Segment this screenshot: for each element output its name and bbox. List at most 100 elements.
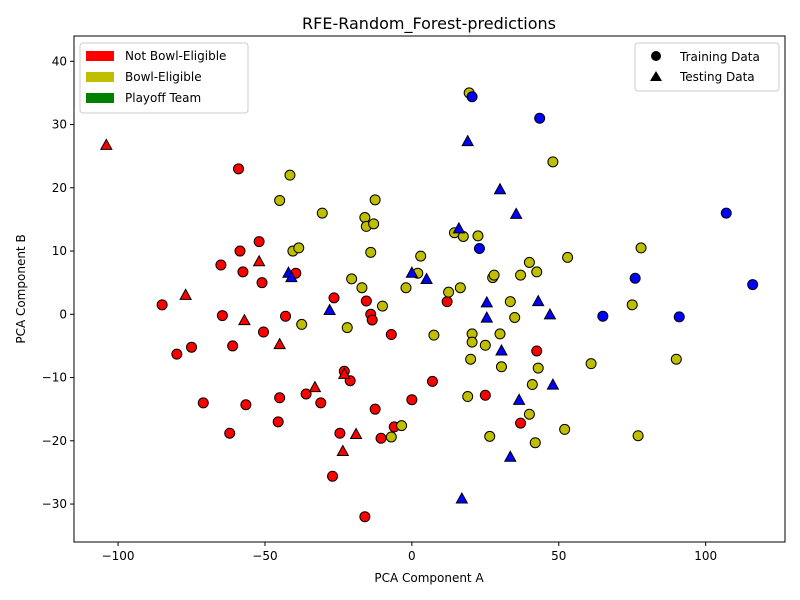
legend-classes: Not Bowl-Eligible Bowl-Eligible Playoff … bbox=[79, 42, 249, 114]
point-bowl-eligible-circle bbox=[462, 391, 474, 403]
y-tick-label: −30 bbox=[42, 497, 67, 511]
point-not-bowl-eligible-circle bbox=[227, 340, 239, 352]
point-bowl-eligible-circle bbox=[523, 408, 535, 420]
point-playoff-team-triangle bbox=[455, 491, 469, 504]
y-tick-label: −20 bbox=[42, 434, 67, 448]
point-not-bowl-eligible-circle bbox=[334, 427, 346, 439]
point-bowl-eligible-circle bbox=[368, 218, 380, 230]
point-bowl-eligible-circle bbox=[472, 230, 484, 242]
plot-area bbox=[74, 36, 785, 542]
point-not-bowl-eligible-circle bbox=[328, 292, 340, 304]
point-playoff-team-triangle bbox=[493, 182, 507, 195]
point-not-bowl-eligible-circle bbox=[366, 314, 378, 326]
point-bowl-eligible-circle bbox=[385, 431, 397, 443]
point-not-bowl-eligible-circle bbox=[315, 397, 327, 409]
point-bowl-eligible-circle bbox=[670, 353, 682, 365]
point-not-bowl-eligible-circle bbox=[359, 511, 371, 523]
point-not-bowl-eligible-circle bbox=[253, 236, 265, 248]
point-bowl-eligible-circle bbox=[296, 318, 308, 330]
point-bowl-eligible-circle bbox=[495, 361, 507, 373]
point-bowl-eligible-circle bbox=[284, 169, 296, 181]
point-not-bowl-eligible-circle bbox=[256, 277, 268, 289]
point-not-bowl-eligible-circle bbox=[233, 163, 245, 175]
point-bowl-eligible-circle bbox=[346, 273, 358, 285]
point-bowl-eligible-circle bbox=[559, 423, 571, 435]
point-bowl-eligible-circle bbox=[359, 212, 371, 224]
legend-label-not-bowl-eligible: Not Bowl-Eligible bbox=[125, 49, 226, 63]
point-not-bowl-eligible-circle bbox=[237, 266, 249, 278]
point-bowl-eligible-circle bbox=[523, 256, 535, 268]
point-not-bowl-eligible-circle bbox=[156, 299, 168, 311]
point-playoff-team-triangle bbox=[512, 393, 526, 405]
point-playoff-team-circle bbox=[466, 91, 478, 103]
point-not-bowl-eligible-triangle bbox=[179, 288, 192, 300]
point-not-bowl-eligible-circle bbox=[300, 388, 312, 400]
point-bowl-eligible-circle bbox=[562, 251, 574, 263]
legend-label-testing: Testing Data bbox=[679, 70, 755, 84]
y-axis-label: PCA Component B bbox=[14, 234, 28, 343]
point-bowl-eligible-circle bbox=[509, 311, 521, 323]
point-bowl-eligible-circle bbox=[466, 336, 478, 348]
point-not-bowl-eligible-circle bbox=[426, 375, 438, 387]
point-bowl-eligible-circle bbox=[274, 194, 286, 206]
point-not-bowl-eligible-circle bbox=[280, 310, 292, 322]
point-bowl-eligible-circle bbox=[365, 246, 377, 258]
legend-markers: Training Data Testing Data bbox=[634, 42, 780, 92]
legend-swatch-playoff-team bbox=[86, 93, 114, 103]
y-tick-label: −10 bbox=[42, 371, 67, 385]
point-bowl-eligible-circle bbox=[585, 358, 597, 370]
point-not-bowl-eligible-circle bbox=[531, 345, 543, 357]
point-bowl-eligible-circle bbox=[504, 296, 516, 308]
point-not-bowl-eligible-circle bbox=[327, 470, 339, 482]
point-not-bowl-eligible-circle bbox=[234, 245, 246, 257]
point-playoff-team-triangle bbox=[323, 303, 336, 316]
point-bowl-eligible-circle bbox=[369, 194, 381, 206]
y-tick-label: 10 bbox=[52, 244, 67, 258]
point-not-bowl-eligible-circle bbox=[197, 397, 209, 409]
legend-swatch-bowl-eligible bbox=[86, 72, 114, 82]
y-tick-label: 30 bbox=[52, 118, 67, 132]
legend-label-training: Training Data bbox=[679, 50, 760, 64]
point-playoff-team-triangle bbox=[480, 311, 494, 323]
point-not-bowl-eligible-circle bbox=[441, 296, 453, 308]
point-not-bowl-eligible-triangle bbox=[99, 138, 113, 150]
point-not-bowl-eligible-triangle bbox=[308, 380, 322, 393]
data-points bbox=[99, 87, 759, 523]
point-not-bowl-eligible-triangle bbox=[336, 444, 350, 457]
point-bowl-eligible-circle bbox=[635, 242, 647, 254]
point-bowl-eligible-circle bbox=[356, 282, 368, 294]
point-bowl-eligible-circle bbox=[479, 339, 491, 351]
point-bowl-eligible-circle bbox=[465, 353, 477, 365]
point-not-bowl-eligible-triangle bbox=[273, 337, 287, 350]
point-bowl-eligible-circle bbox=[341, 322, 353, 334]
plot-frame bbox=[73, 35, 786, 543]
x-tick-label: −100 bbox=[102, 549, 135, 563]
point-bowl-eligible-circle bbox=[626, 299, 638, 311]
point-not-bowl-eligible-circle bbox=[186, 341, 198, 353]
point-playoff-team-triangle bbox=[509, 207, 523, 219]
x-tick-label: 0 bbox=[408, 549, 416, 563]
point-bowl-eligible-circle bbox=[396, 420, 408, 432]
point-playoff-team-circle bbox=[747, 279, 759, 291]
point-bowl-eligible-circle bbox=[484, 430, 496, 442]
chart-title: RFE-Random_Forest-predictions bbox=[302, 14, 556, 34]
point-not-bowl-eligible-circle bbox=[515, 417, 527, 429]
point-playoff-team-triangle bbox=[531, 294, 545, 307]
x-tick-label: 100 bbox=[694, 549, 717, 563]
point-playoff-team-triangle bbox=[480, 295, 494, 308]
point-playoff-team-triangle bbox=[546, 378, 560, 390]
point-not-bowl-eligible-circle bbox=[274, 392, 286, 404]
point-playoff-team-triangle bbox=[285, 270, 298, 283]
point-playoff-team-circle bbox=[629, 272, 641, 284]
point-playoff-team-triangle bbox=[420, 272, 433, 285]
point-bowl-eligible-circle bbox=[531, 266, 543, 278]
point-not-bowl-eligible-circle bbox=[258, 326, 270, 338]
point-playoff-team-circle bbox=[597, 310, 609, 322]
point-not-bowl-eligible-circle bbox=[385, 329, 397, 341]
point-not-bowl-eligible-circle bbox=[216, 310, 228, 322]
x-axis-label: PCA Component A bbox=[374, 571, 484, 585]
point-bowl-eligible-circle bbox=[428, 329, 440, 341]
point-not-bowl-eligible-circle bbox=[479, 389, 491, 401]
y-tick-label: 40 bbox=[52, 54, 67, 68]
point-bowl-eligible-circle bbox=[454, 282, 466, 294]
